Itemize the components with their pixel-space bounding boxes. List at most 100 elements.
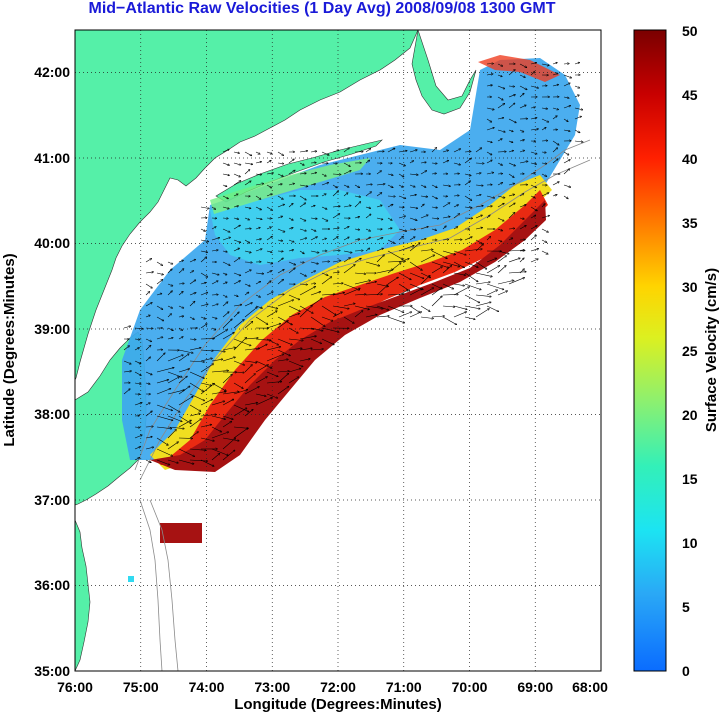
velocity-arrow <box>255 239 261 240</box>
velocity-arrow <box>222 399 234 406</box>
velocity-arrow <box>431 229 436 230</box>
velocity-arrow <box>156 426 172 429</box>
velocity-arrow <box>266 305 278 309</box>
velocity-arrow <box>387 184 393 188</box>
velocity-arrow <box>574 95 579 98</box>
velocity-cyan-patch <box>210 190 400 265</box>
velocity-arrow <box>519 74 525 77</box>
velocity-arrow <box>156 404 172 411</box>
velocity-arrow <box>442 250 455 255</box>
velocity-arrow <box>255 217 262 219</box>
velocity-arrow <box>453 261 464 268</box>
colorbar-tick: 0 <box>682 663 690 679</box>
velocity-arrow <box>376 217 383 220</box>
velocity-arrow <box>233 173 240 177</box>
velocity-arrow <box>365 261 380 266</box>
velocity-arrow <box>310 261 318 264</box>
velocity-arrow <box>277 387 289 395</box>
velocity-arrow <box>211 330 227 340</box>
velocity-arrow <box>222 282 227 285</box>
x-axis-label: Longitude (Degrees:Minutes) <box>234 696 442 713</box>
velocity-arrow <box>266 281 271 285</box>
velocity-arrow <box>530 63 537 65</box>
velocity-arrow <box>552 85 558 87</box>
velocity-orange-ring-north <box>478 55 560 82</box>
velocity-arrow <box>211 238 220 241</box>
velocity-arrow <box>167 390 185 395</box>
velocity-arrow <box>266 271 272 274</box>
velocity-arrow <box>189 393 204 401</box>
velocity-arrow <box>156 389 171 395</box>
velocity-arrow <box>376 238 383 241</box>
velocity-arrow <box>288 268 295 274</box>
velocity-arrow <box>497 195 505 198</box>
velocity-arrow <box>475 215 482 219</box>
velocity-arrow <box>541 173 547 176</box>
colorbar-tick: 35 <box>682 215 698 231</box>
velocity-arrow <box>156 380 168 384</box>
velocity-arrow <box>167 269 172 274</box>
velocity-arrow <box>288 377 299 384</box>
velocity-arrow <box>299 238 307 241</box>
velocity-arrow <box>299 359 310 362</box>
velocity-isolated-patch <box>160 523 202 543</box>
velocity-arrow <box>453 162 460 165</box>
velocity-arrow <box>387 204 393 208</box>
velocity-arrow <box>475 206 483 208</box>
velocity-arrow <box>453 214 459 219</box>
velocity-arrow <box>376 171 381 175</box>
velocity-arrow <box>552 107 558 110</box>
velocity-arrow <box>233 162 241 165</box>
velocity-arrow <box>409 229 416 230</box>
velocity-arrow <box>464 249 482 252</box>
velocity-arrow <box>453 205 458 208</box>
velocity-arrow <box>508 162 515 166</box>
velocity-arrow <box>255 398 272 406</box>
velocity-arrow <box>574 116 581 120</box>
velocity-arrow <box>156 294 162 296</box>
velocity-arrow <box>332 228 339 229</box>
velocity-arrow <box>288 294 300 300</box>
velocity-arrow <box>299 262 304 263</box>
velocity-arrow <box>167 291 172 296</box>
velocity-arrow <box>486 74 493 75</box>
velocity-arrow <box>475 239 482 244</box>
velocity-arrow <box>266 194 272 197</box>
velocity-arrow <box>332 261 341 263</box>
velocity-arrow <box>178 397 193 406</box>
velocity-arrow <box>343 162 350 166</box>
velocity-arrow <box>211 250 218 251</box>
lon-tick: 76:00 <box>57 679 93 695</box>
velocity-arrow <box>200 350 213 351</box>
velocity-arrow <box>387 239 394 243</box>
velocity-arrow <box>277 195 283 199</box>
velocity-arrow <box>299 184 308 186</box>
velocity-arrow <box>365 237 370 241</box>
velocity-arrow <box>541 193 549 197</box>
velocity-arrow <box>178 420 191 428</box>
velocity-arrow <box>519 258 524 263</box>
velocity-arrow <box>134 435 142 439</box>
velocity-arrow <box>277 279 283 285</box>
velocity-arrow <box>310 271 315 274</box>
velocity-arrow <box>431 163 437 164</box>
velocity-arrow <box>288 327 298 333</box>
velocity-arrow <box>222 415 233 419</box>
velocity-arrow <box>409 150 417 153</box>
velocity-arrow <box>211 316 217 319</box>
velocity-arrow <box>387 316 405 323</box>
velocity-arrow <box>211 281 218 285</box>
velocity-arrow <box>145 371 152 375</box>
velocity-arrow <box>552 159 558 164</box>
velocity-arrow <box>244 162 253 164</box>
velocity-arrow <box>189 448 206 450</box>
velocity-arrow <box>288 348 302 351</box>
velocity-arrow <box>277 204 284 208</box>
velocity-arrow <box>530 259 538 263</box>
velocity-arrow <box>167 283 173 286</box>
velocity-arrow <box>222 333 234 340</box>
velocity-arrow <box>277 173 283 176</box>
velocity-arrow <box>453 227 458 230</box>
velocity-arrow <box>354 239 360 240</box>
velocity-arrow <box>233 320 244 329</box>
